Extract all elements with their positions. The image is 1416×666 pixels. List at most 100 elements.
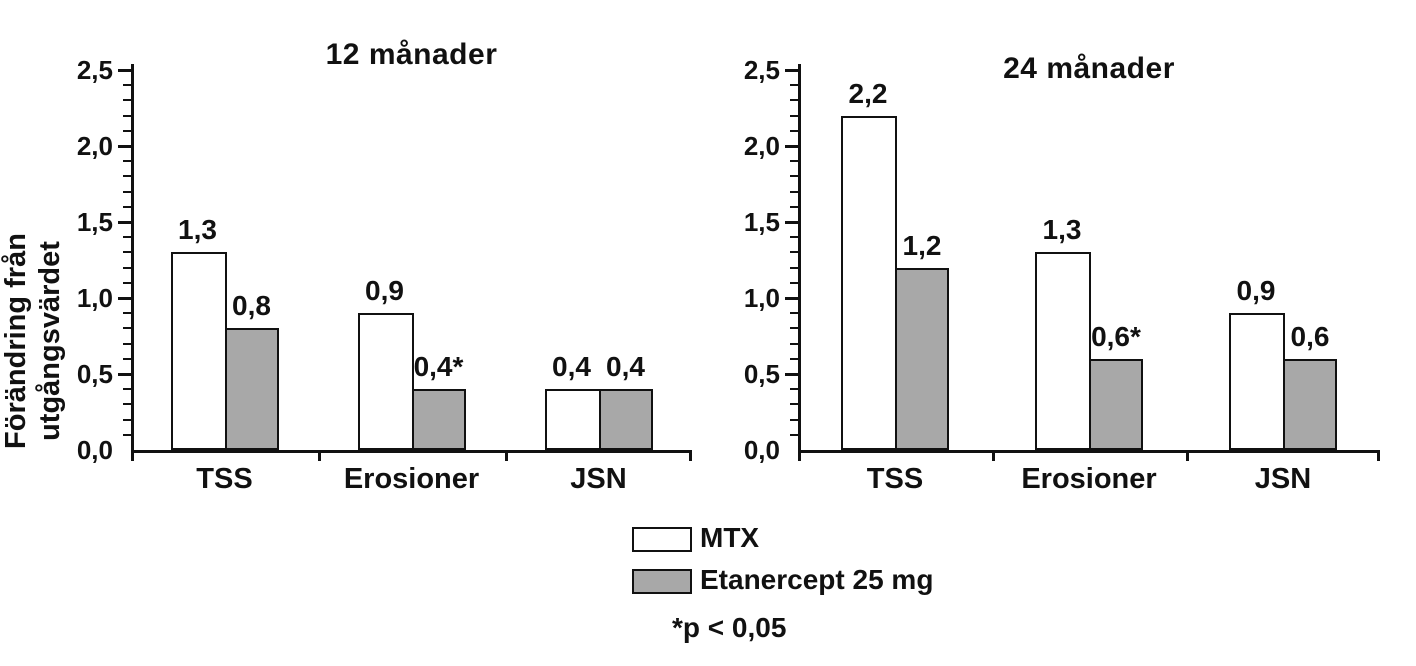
y-minor-tick xyxy=(790,403,798,406)
y-minor-tick xyxy=(123,266,131,269)
y-minor-tick xyxy=(123,433,131,436)
y-major-tick xyxy=(785,372,798,376)
y-minor-tick xyxy=(123,99,131,102)
x-boundary-tick xyxy=(689,450,692,461)
y-minor-tick xyxy=(790,160,798,163)
bar-etanercept-erosioner xyxy=(409,389,466,450)
value-label-mtx-jsn: 0,9 xyxy=(1236,275,1276,307)
category-label-tss: TSS xyxy=(196,463,253,495)
y-minor-tick xyxy=(790,236,798,239)
value-label-mtx-erosioner: 1,3 xyxy=(1042,214,1082,246)
y-minor-tick xyxy=(123,418,131,421)
y-major-tick xyxy=(785,144,798,148)
panel-title-12-months: 12 månader xyxy=(325,38,498,71)
y-major-tick xyxy=(118,372,131,376)
y-major-tick xyxy=(118,220,131,224)
y-tick-label: 2,0 xyxy=(76,131,113,161)
legend-swatch-etanercept xyxy=(632,569,692,594)
y-minor-tick xyxy=(790,129,798,132)
y-axis-line xyxy=(131,64,134,458)
y-minor-tick xyxy=(123,190,131,193)
category-label-tss: TSS xyxy=(866,463,924,495)
x-boundary-tick xyxy=(798,450,801,461)
value-label-etanercept-jsn: 0,6 xyxy=(1290,320,1330,352)
y-minor-tick xyxy=(123,251,131,254)
y-minor-tick xyxy=(123,281,131,284)
x-boundary-tick xyxy=(318,450,321,461)
x-boundary-tick xyxy=(131,450,134,461)
value-label-etanercept-jsn: 0,4 xyxy=(606,351,645,383)
bar-mtx-jsn xyxy=(1229,313,1285,450)
legend-swatch-mtx xyxy=(632,527,692,552)
y-minor-tick xyxy=(123,114,131,117)
y-minor-tick xyxy=(790,312,798,315)
y-major-tick xyxy=(785,296,798,300)
y-major-tick xyxy=(785,220,798,224)
y-minor-tick xyxy=(790,190,798,193)
x-boundary-tick xyxy=(992,450,995,461)
y-tick-label: 2,5 xyxy=(76,55,113,85)
y-minor-tick xyxy=(790,84,798,87)
y-major-tick xyxy=(118,68,131,72)
bar-etanercept-jsn xyxy=(596,389,653,450)
y-minor-tick xyxy=(123,129,131,132)
y-minor-tick xyxy=(123,236,131,239)
bar-mtx-tss xyxy=(170,252,227,450)
bar-etanercept-tss xyxy=(893,267,949,450)
value-label-etanercept-tss: 1,2 xyxy=(902,229,942,261)
y-tick-label: 1,0 xyxy=(743,283,780,313)
x-axis-line xyxy=(798,450,1380,453)
y-minor-tick xyxy=(123,327,131,330)
y-minor-tick xyxy=(123,205,131,208)
y-minor-tick xyxy=(790,281,798,284)
y-minor-tick xyxy=(123,403,131,406)
bar-mtx-erosioner xyxy=(1035,252,1091,450)
value-label-etanercept-erosioner: 0,6* xyxy=(1091,320,1141,352)
category-label-jsn: JSN xyxy=(1254,463,1312,495)
bar-mtx-erosioner xyxy=(357,313,414,450)
y-major-tick xyxy=(118,296,131,300)
y-axis-title-line2: utgångsvärdet xyxy=(34,241,66,441)
y-minor-tick xyxy=(790,99,798,102)
category-label-erosioner: Erosioner xyxy=(1021,463,1157,495)
y-axis-line xyxy=(798,64,801,458)
bar-mtx-jsn xyxy=(544,389,601,450)
y-minor-tick xyxy=(123,84,131,87)
y-minor-tick xyxy=(123,388,131,391)
y-minor-tick xyxy=(123,312,131,315)
y-minor-tick xyxy=(790,433,798,436)
y-minor-tick xyxy=(790,251,798,254)
category-label-erosioner: Erosioner xyxy=(343,463,480,495)
y-tick-label: 0,0 xyxy=(743,435,780,465)
legend-label-etanercept: Etanercept 25 mg xyxy=(700,564,934,595)
y-minor-tick xyxy=(790,342,798,345)
bar-etanercept-jsn xyxy=(1281,358,1337,450)
value-label-etanercept-erosioner: 0,4* xyxy=(413,351,464,383)
bar-etanercept-tss xyxy=(222,328,279,450)
y-minor-tick xyxy=(790,114,798,117)
y-tick-label: 1,5 xyxy=(76,207,113,237)
y-axis-title-line1: Förändring från xyxy=(0,233,32,449)
y-minor-tick xyxy=(790,357,798,360)
y-minor-tick xyxy=(123,160,131,163)
y-minor-tick xyxy=(790,205,798,208)
y-minor-tick xyxy=(790,388,798,391)
panel-title-24-months: 24 månader xyxy=(1003,52,1175,85)
y-major-tick xyxy=(118,144,131,148)
value-label-mtx-tss: 2,2 xyxy=(848,77,888,109)
y-minor-tick xyxy=(790,327,798,330)
y-tick-label: 1,0 xyxy=(76,283,113,313)
y-tick-label: 1,5 xyxy=(743,207,780,237)
value-label-mtx-jsn: 0,4 xyxy=(552,351,591,383)
x-boundary-tick xyxy=(505,450,508,461)
bar-etanercept-erosioner xyxy=(1087,358,1143,450)
y-tick-label: 0,0 xyxy=(76,435,113,465)
bar-mtx-tss xyxy=(841,115,897,450)
y-minor-tick xyxy=(790,175,798,178)
legend-label-mtx: MTX xyxy=(700,522,760,553)
y-minor-tick xyxy=(123,175,131,178)
y-tick-label: 0,5 xyxy=(743,359,780,389)
y-tick-label: 2,5 xyxy=(743,55,780,85)
value-label-mtx-tss: 1,3 xyxy=(178,214,217,246)
